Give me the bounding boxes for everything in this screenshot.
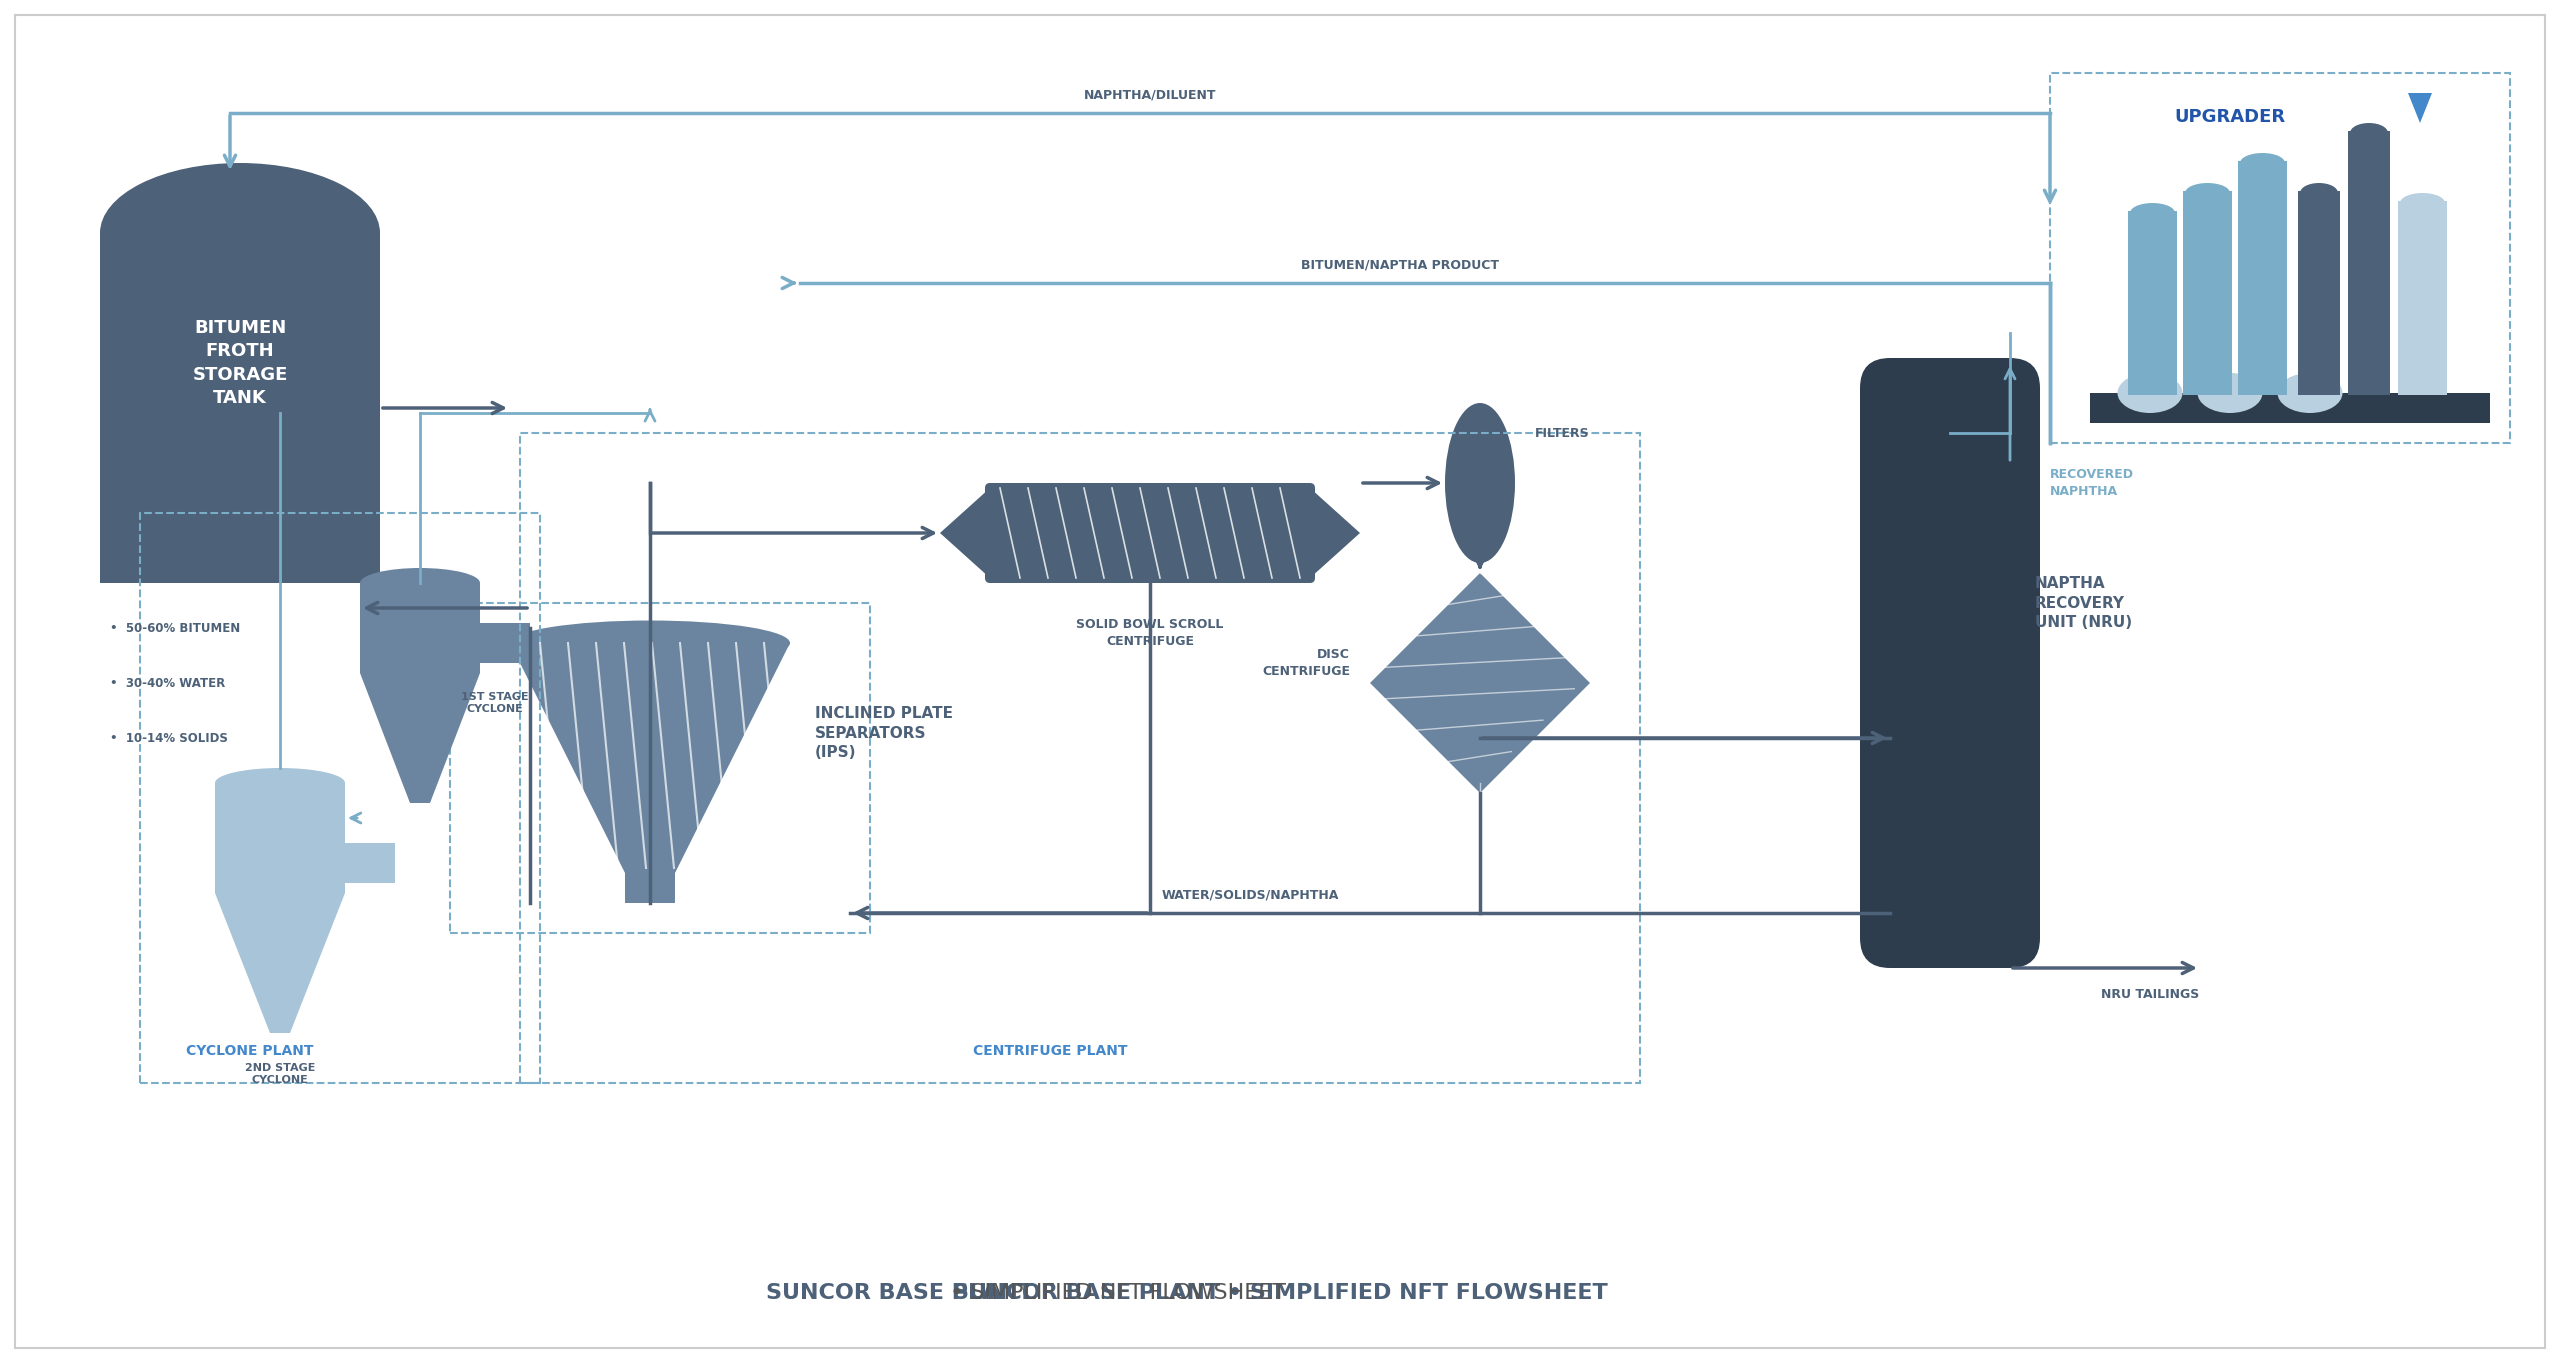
FancyBboxPatch shape <box>361 583 481 673</box>
Ellipse shape <box>2196 373 2263 413</box>
Text: BITUMEN/NAPTHA PRODUCT: BITUMEN/NAPTHA PRODUCT <box>1300 258 1500 271</box>
Text: NRU TAILINGS: NRU TAILINGS <box>2102 988 2199 1000</box>
Text: •  10-14% SOLIDS: • 10-14% SOLIDS <box>110 732 228 744</box>
Polygon shape <box>1311 488 1359 578</box>
FancyBboxPatch shape <box>100 230 379 303</box>
Text: CYCLONE PLANT: CYCLONE PLANT <box>187 1044 315 1058</box>
Ellipse shape <box>2350 123 2388 143</box>
Text: 1ST STAGE
CYCLONE: 1ST STAGE CYCLONE <box>461 692 530 714</box>
Polygon shape <box>361 673 481 803</box>
Polygon shape <box>2409 93 2432 123</box>
Text: SUNCOR BASE PLANT: SUNCOR BASE PLANT <box>765 1283 1034 1303</box>
Ellipse shape <box>2299 183 2337 203</box>
Text: SUNCOR BASE PLANT • SIMPLIFIED NFT FLOWSHEET: SUNCOR BASE PLANT • SIMPLIFIED NFT FLOWS… <box>952 1283 1608 1303</box>
Ellipse shape <box>1444 403 1516 563</box>
Text: • SIMPLIFIED NFT FLOWSHEET: • SIMPLIFIED NFT FLOWSHEET <box>950 1283 1285 1303</box>
Text: RECOVERED
NAPHTHA: RECOVERED NAPHTHA <box>2051 468 2135 497</box>
Polygon shape <box>1370 572 1590 793</box>
Text: •  50-60% BITUMEN: • 50-60% BITUMEN <box>110 622 241 635</box>
Polygon shape <box>940 488 991 578</box>
FancyBboxPatch shape <box>2184 191 2232 395</box>
FancyBboxPatch shape <box>2237 161 2286 395</box>
Ellipse shape <box>361 568 481 598</box>
FancyBboxPatch shape <box>1861 358 2040 968</box>
FancyBboxPatch shape <box>2089 393 2491 423</box>
Ellipse shape <box>2130 203 2176 224</box>
Text: INCLINED PLATE
SEPARATORS
(IPS): INCLINED PLATE SEPARATORS (IPS) <box>814 706 952 761</box>
Ellipse shape <box>215 767 346 797</box>
Text: NAPHTHA/DILUENT: NAPHTHA/DILUENT <box>1083 89 1216 101</box>
Ellipse shape <box>2117 373 2184 413</box>
Text: NAPTHA
RECOVERY
UNIT (NRU): NAPTHA RECOVERY UNIT (NRU) <box>2035 575 2132 630</box>
FancyBboxPatch shape <box>481 623 530 662</box>
Ellipse shape <box>2278 373 2342 413</box>
FancyBboxPatch shape <box>2348 131 2391 395</box>
Ellipse shape <box>2186 183 2230 203</box>
FancyBboxPatch shape <box>2299 191 2340 395</box>
FancyBboxPatch shape <box>215 782 346 893</box>
FancyBboxPatch shape <box>986 483 1316 583</box>
FancyBboxPatch shape <box>2399 200 2447 395</box>
Text: •  30-40% WATER: • 30-40% WATER <box>110 676 225 690</box>
Text: 2ND STAGE
CYCLONE: 2ND STAGE CYCLONE <box>246 1063 315 1085</box>
FancyBboxPatch shape <box>2051 74 2509 443</box>
Polygon shape <box>625 872 676 904</box>
FancyBboxPatch shape <box>15 15 2545 1348</box>
Ellipse shape <box>100 164 379 303</box>
Polygon shape <box>215 893 346 1033</box>
FancyBboxPatch shape <box>346 842 394 883</box>
Polygon shape <box>509 643 791 872</box>
FancyBboxPatch shape <box>100 233 379 583</box>
Text: WATER/SOLIDS/NAPHTHA: WATER/SOLIDS/NAPHTHA <box>1162 889 1339 901</box>
Text: CENTRIFUGE PLANT: CENTRIFUGE PLANT <box>973 1044 1126 1058</box>
Text: FILTERS: FILTERS <box>1536 427 1590 439</box>
Text: BITUMEN
FROTH
STORAGE
TANK: BITUMEN FROTH STORAGE TANK <box>192 319 287 408</box>
Ellipse shape <box>2240 153 2286 173</box>
Text: DISC
CENTRIFUGE: DISC CENTRIFUGE <box>1262 647 1349 677</box>
Ellipse shape <box>509 620 791 665</box>
FancyBboxPatch shape <box>2127 211 2176 395</box>
Text: UPGRADER: UPGRADER <box>2173 108 2286 125</box>
Text: SOLID BOWL SCROLL
CENTRIFUGE: SOLID BOWL SCROLL CENTRIFUGE <box>1075 617 1224 647</box>
Ellipse shape <box>2401 194 2445 213</box>
